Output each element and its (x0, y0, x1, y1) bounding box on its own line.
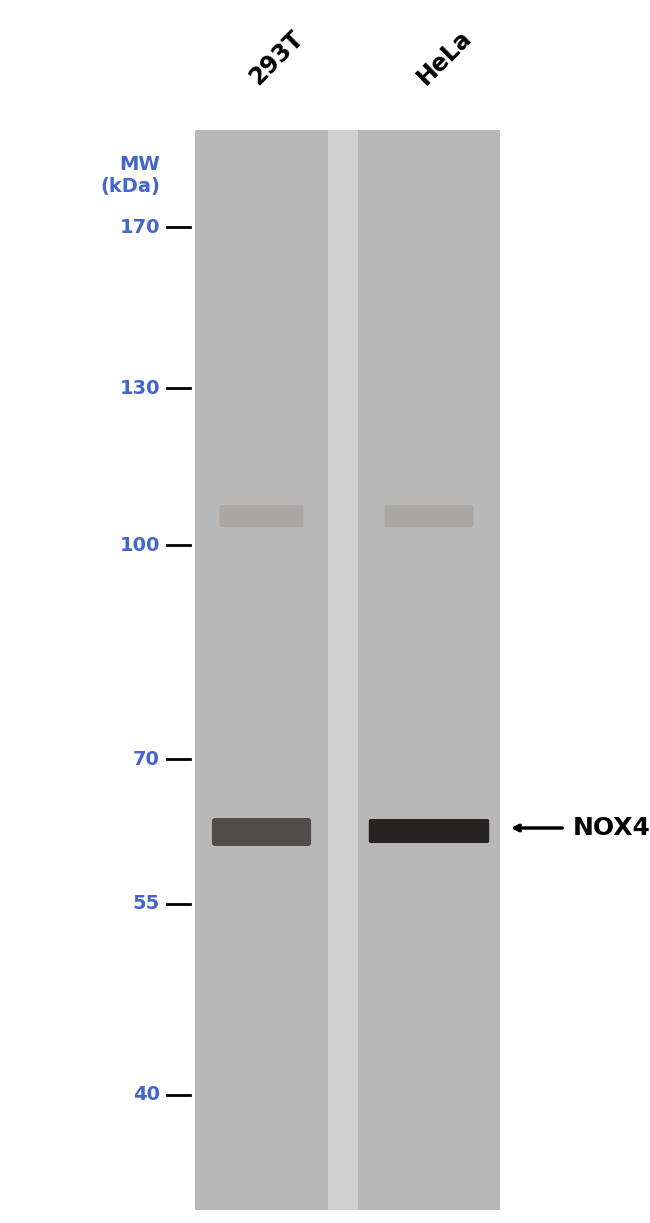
Text: 170: 170 (120, 218, 160, 237)
Text: 293T: 293T (244, 27, 308, 91)
Polygon shape (328, 130, 358, 1210)
Text: 130: 130 (120, 379, 160, 397)
Text: 70: 70 (133, 750, 160, 769)
Text: 40: 40 (133, 1085, 160, 1104)
Polygon shape (358, 130, 500, 1210)
FancyBboxPatch shape (384, 505, 474, 527)
Text: NOX4: NOX4 (573, 816, 650, 840)
FancyBboxPatch shape (369, 819, 489, 843)
Text: MW
(kDa): MW (kDa) (100, 155, 160, 196)
Text: 100: 100 (120, 536, 160, 555)
Text: 55: 55 (133, 894, 160, 914)
Text: HeLa: HeLa (412, 26, 476, 91)
FancyBboxPatch shape (220, 505, 304, 527)
FancyBboxPatch shape (212, 818, 311, 846)
Polygon shape (195, 130, 328, 1210)
